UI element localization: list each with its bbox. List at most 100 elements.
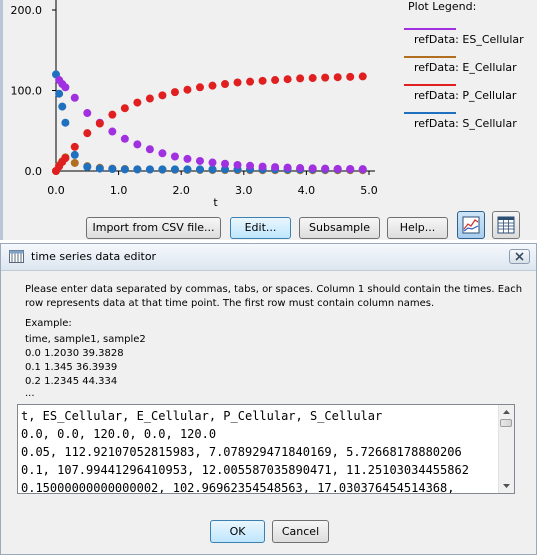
editor-text[interactable]: t, ES_Cellular, E_Cellular, P_Cellular, … — [21, 409, 469, 493]
data-point — [333, 164, 342, 173]
legend-swatch — [404, 28, 456, 30]
legend-title: Plot Legend: — [408, 0, 477, 13]
plot-legend: Plot Legend: refData: ES_Cellular refData… — [400, 0, 537, 210]
dialog-titlebar[interactable]: time series data editor — [1, 244, 536, 271]
data-point — [321, 73, 330, 82]
data-point — [296, 164, 305, 173]
legend-label: refData: ES_Cellular — [414, 33, 524, 46]
data-point — [170, 152, 179, 161]
data-point — [333, 73, 342, 82]
data-point — [61, 154, 70, 163]
data-point — [61, 118, 70, 127]
data-editor-textarea[interactable]: t, ES_Cellular, E_Cellular, P_Cellular, … — [17, 404, 515, 494]
data-point — [346, 72, 355, 81]
data-point — [158, 165, 167, 174]
y-tick-label: 200.0 — [11, 4, 43, 17]
help-button[interactable]: Help... — [387, 217, 448, 239]
data-point — [70, 158, 79, 167]
data-point — [195, 165, 204, 174]
data-point — [195, 156, 204, 165]
x-tick-label: 1.0 — [110, 184, 128, 197]
import-csv-button[interactable]: Import from CSV file... — [86, 217, 221, 239]
legend-entry: refData: P_Cellular — [404, 84, 534, 114]
data-point — [120, 134, 129, 143]
data-point — [61, 83, 70, 92]
table-icon — [497, 216, 515, 234]
close-icon — [515, 252, 524, 261]
data-point — [133, 165, 142, 174]
data-point — [283, 163, 292, 172]
x-tick-label: 2.0 — [172, 184, 190, 197]
y-tick-label: 100.0 — [11, 85, 43, 98]
scrollbar-thumb[interactable] — [500, 419, 512, 427]
data-point — [145, 145, 154, 154]
example-line: ... — [25, 388, 35, 399]
data-point — [246, 77, 255, 86]
data-point — [70, 150, 79, 159]
scroll-down-icon[interactable] — [499, 479, 514, 493]
legend-entry: refData: S_Cellular — [404, 112, 534, 142]
data-point — [183, 154, 192, 163]
legend-label: refData: S_Cellular — [414, 117, 517, 130]
ok-button[interactable]: OK — [210, 520, 265, 543]
legend-label: refData: P_Cellular — [414, 89, 517, 102]
data-point — [258, 162, 267, 171]
window-border — [0, 0, 3, 240]
plot-panel: 0.0 1.0 2.0 3.0 4.0 5.0 0.0 100.0 200.0 t Plot Le… — [0, 0, 537, 240]
table-view-button[interactable] — [492, 211, 520, 239]
legend-swatch — [404, 112, 456, 114]
data-point — [83, 162, 92, 171]
time-series-editor-dialog: time series data editor Please enter dat… — [0, 243, 537, 555]
data-point — [221, 165, 230, 174]
data-point — [358, 72, 367, 81]
data-table-icon — [9, 250, 24, 263]
data-point — [233, 160, 242, 169]
data-point — [83, 109, 92, 118]
data-point — [108, 110, 117, 119]
data-point — [55, 89, 64, 98]
data-point — [208, 158, 217, 167]
legend-swatch — [404, 84, 456, 86]
data-point — [158, 149, 167, 158]
data-point — [158, 91, 167, 100]
data-point — [83, 129, 92, 138]
data-point — [145, 94, 154, 103]
vertical-scrollbar[interactable] — [498, 405, 514, 493]
data-point — [321, 164, 330, 173]
data-point — [170, 88, 179, 97]
cancel-button[interactable]: Cancel — [272, 520, 329, 543]
time-series-plot: 0.0 1.0 2.0 3.0 4.0 5.0 0.0 100.0 200.0 t — [11, 0, 378, 209]
data-point — [271, 163, 280, 172]
scroll-up-icon[interactable] — [499, 405, 514, 419]
data-point — [145, 165, 154, 174]
edit-button[interactable]: Edit... — [230, 217, 291, 239]
x-axis-label: t — [213, 196, 218, 209]
data-point — [283, 75, 292, 84]
data-point — [120, 165, 129, 174]
data-point — [308, 74, 317, 83]
data-point — [120, 104, 129, 113]
close-button[interactable] — [509, 249, 530, 264]
legend-entry: refData: ES_Cellular — [404, 28, 534, 58]
example-label: Example: — [25, 318, 72, 329]
data-point — [258, 76, 267, 85]
data-point — [246, 161, 255, 170]
data-point — [221, 80, 230, 89]
data-point — [221, 159, 230, 168]
data-point — [296, 74, 305, 83]
data-point — [58, 102, 67, 111]
instructions-text: Please enter data separated by commas, t… — [25, 284, 523, 309]
plot-view-button[interactable] — [457, 211, 485, 239]
data-point — [108, 164, 117, 173]
data-point — [170, 165, 179, 174]
data-point — [233, 78, 242, 87]
example-line: 0.1 1.345 36.3939 — [25, 362, 118, 373]
data-point — [133, 140, 142, 149]
legend-swatch — [404, 56, 456, 58]
x-tick-label: 3.0 — [235, 184, 253, 197]
data-point — [70, 93, 79, 102]
example-line: time, sample1, sample2 — [25, 334, 146, 345]
subsample-button[interactable]: Subsample — [299, 217, 380, 239]
data-point — [133, 98, 142, 107]
x-tick-label: 4.0 — [298, 184, 316, 197]
